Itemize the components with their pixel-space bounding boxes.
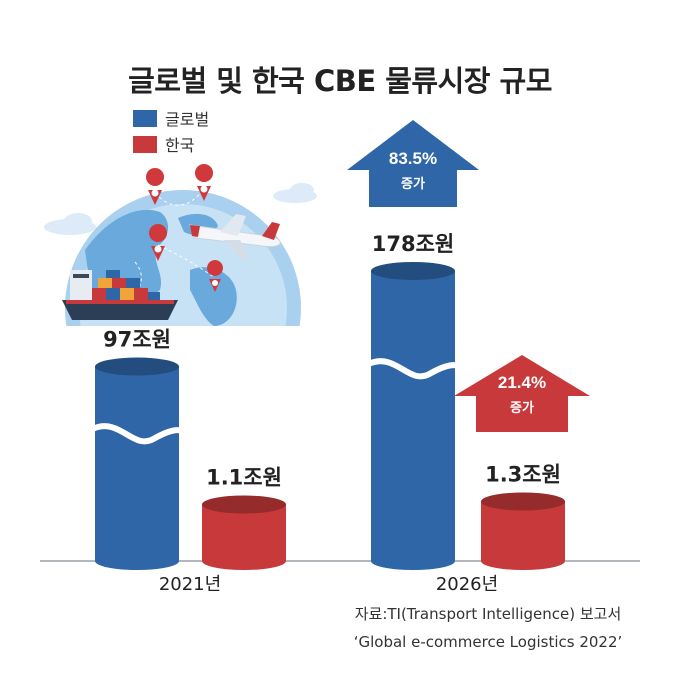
increase-arrow-korea: 21.4% 증가 [454,355,590,432]
axis-break-global-2026 [367,358,459,380]
axis-break-global-2021 [91,423,183,445]
bar-korea-2021 [202,504,286,570]
increase-label-korea: 21.4% [498,373,546,392]
legend: 글로벌 한국 [133,107,209,159]
legend-swatch-global [133,109,157,127]
increase-label-global: 83.5% [389,149,437,168]
increase-sub-korea: 증가 [510,401,534,416]
map-pin-icon [146,164,224,292]
logistics-illustration [44,164,317,326]
bar-global-2026 [371,270,455,570]
airplane-icon [189,214,281,258]
value-label-global-2026: 178조원 [372,232,454,256]
bars-group: 97조원 178조원 1.1조원 1.3조원 [91,232,565,570]
source-line-1: 자료:TI(Transport Intelligence) 보고서 [354,605,622,623]
x-tick-label-2026: 2026년 [436,574,498,595]
legend-label-korea: 한국 [165,136,195,155]
bar-top-korea-2021 [202,495,286,514]
increase-sub-global: 증가 [401,177,425,192]
legend-item-global: 글로벌 [133,107,209,129]
legend-label-global: 글로벌 [165,110,210,129]
x-tick-label-2021: 2021년 [159,574,221,595]
cargo-ship-icon [62,270,178,320]
source-note: 자료:TI(Transport Intelligence) 보고서 ‘Globa… [306,600,670,656]
legend-swatch-korea [133,135,157,153]
source-line-2: ‘Global e-commerce Logistics 2022’ [353,633,623,651]
bar-global-2021 [95,366,179,570]
increase-arrow-global: 83.5% 증가 [347,120,479,207]
legend-item-korea: 한국 [133,133,209,155]
bar-top-korea-2026 [481,492,565,511]
cloud-icon [44,183,317,235]
bar-korea-2026 [481,501,565,570]
bar-top-global-2021 [95,357,179,376]
bar-top-global-2026 [371,261,455,280]
value-label-korea-2026: 1.3조원 [485,463,561,487]
chart-title: 글로벌 및 한국 CBE 물류시장 규모 [128,64,552,98]
value-label-global-2021: 97조원 [103,328,171,352]
value-label-korea-2021: 1.1조원 [206,466,282,490]
